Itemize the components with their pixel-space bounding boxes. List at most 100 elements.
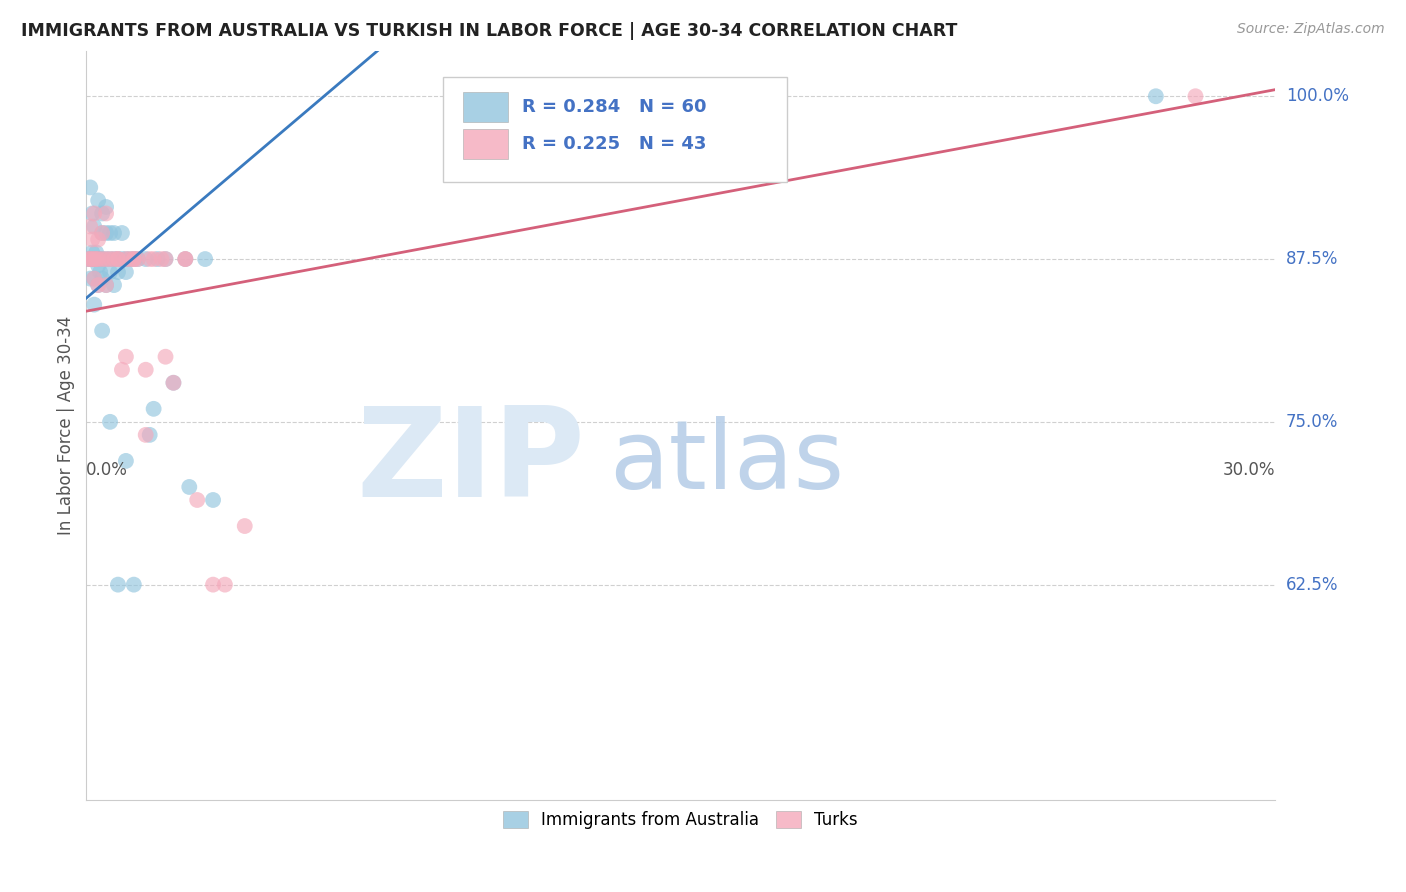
Text: 0.0%: 0.0% — [86, 461, 128, 479]
Immigrants from Australia — [1144, 89, 1167, 103]
Immigrants from Australia — [84, 252, 107, 266]
Immigrants from Australia — [135, 252, 157, 266]
Text: 30.0%: 30.0% — [1222, 461, 1275, 479]
Turks — [107, 252, 129, 266]
Turks — [174, 252, 197, 266]
FancyBboxPatch shape — [463, 129, 508, 160]
Immigrants from Australia — [162, 376, 184, 390]
Immigrants from Australia — [82, 252, 104, 266]
Immigrants from Australia — [155, 252, 177, 266]
Immigrants from Australia — [84, 245, 107, 260]
Turks — [87, 252, 110, 266]
Turks — [122, 252, 145, 266]
Turks — [186, 493, 208, 508]
Immigrants from Australia — [83, 252, 105, 266]
Immigrants from Australia — [91, 324, 114, 338]
Immigrants from Australia — [87, 259, 110, 273]
Turks — [155, 350, 177, 364]
Immigrants from Australia — [83, 271, 105, 285]
Immigrants from Australia — [91, 271, 114, 285]
Turks — [82, 252, 104, 266]
Immigrants from Australia — [83, 298, 105, 312]
Immigrants from Australia — [138, 428, 160, 442]
Immigrants from Australia — [103, 252, 125, 266]
Immigrants from Australia — [202, 493, 225, 508]
Immigrants from Australia — [89, 265, 111, 279]
Immigrants from Australia — [115, 265, 138, 279]
Turks — [162, 376, 184, 390]
Immigrants from Australia — [146, 252, 169, 266]
Turks — [79, 252, 101, 266]
Immigrants from Australia — [91, 226, 114, 240]
Turks — [150, 252, 173, 266]
Turks — [233, 519, 256, 533]
Turks — [103, 252, 125, 266]
Immigrants from Australia — [87, 252, 110, 266]
Immigrants from Australia — [82, 245, 104, 260]
Immigrants from Australia — [127, 252, 149, 266]
Turks — [118, 252, 141, 266]
Text: 100.0%: 100.0% — [1286, 87, 1348, 105]
Immigrants from Australia — [103, 226, 125, 240]
Text: IMMIGRANTS FROM AUSTRALIA VS TURKISH IN LABOR FORCE | AGE 30-34 CORRELATION CHAR: IMMIGRANTS FROM AUSTRALIA VS TURKISH IN … — [21, 22, 957, 40]
Immigrants from Australia — [98, 265, 121, 279]
Turks — [94, 278, 117, 293]
Turks — [83, 252, 105, 266]
Immigrants from Australia — [115, 252, 138, 266]
Turks — [174, 252, 197, 266]
Turks — [135, 428, 157, 442]
Immigrants from Australia — [98, 415, 121, 429]
Text: R = 0.225   N = 43: R = 0.225 N = 43 — [523, 136, 707, 153]
Text: Source: ZipAtlas.com: Source: ZipAtlas.com — [1237, 22, 1385, 37]
Text: atlas: atlas — [609, 416, 845, 509]
Legend: Immigrants from Australia, Turks: Immigrants from Australia, Turks — [496, 805, 865, 836]
Immigrants from Australia — [122, 252, 145, 266]
Immigrants from Australia — [94, 226, 117, 240]
Immigrants from Australia — [89, 252, 111, 266]
Turks — [115, 350, 138, 364]
Turks — [115, 252, 138, 266]
Immigrants from Australia — [82, 206, 104, 220]
Immigrants from Australia — [91, 252, 114, 266]
Turks — [82, 233, 104, 247]
Text: 75.0%: 75.0% — [1286, 413, 1339, 431]
Immigrants from Australia — [79, 180, 101, 194]
Turks — [91, 252, 114, 266]
Text: ZIP: ZIP — [357, 402, 585, 523]
Immigrants from Australia — [94, 278, 117, 293]
Immigrants from Australia — [79, 271, 101, 285]
Immigrants from Australia — [98, 252, 121, 266]
Immigrants from Australia — [115, 454, 138, 468]
Turks — [155, 252, 177, 266]
Turks — [94, 252, 117, 266]
Turks — [83, 206, 105, 220]
Immigrants from Australia — [111, 226, 134, 240]
Immigrants from Australia — [122, 577, 145, 591]
Immigrants from Australia — [77, 252, 100, 266]
Immigrants from Australia — [83, 252, 105, 266]
Turks — [94, 206, 117, 220]
Turks — [127, 252, 149, 266]
Immigrants from Australia — [98, 226, 121, 240]
Immigrants from Australia — [111, 252, 134, 266]
Immigrants from Australia — [87, 278, 110, 293]
Turks — [83, 271, 105, 285]
Turks — [84, 252, 107, 266]
Immigrants from Australia — [142, 401, 165, 416]
Turks — [111, 363, 134, 377]
Immigrants from Australia — [94, 200, 117, 214]
Immigrants from Australia — [107, 252, 129, 266]
FancyBboxPatch shape — [463, 92, 508, 122]
Turks — [91, 226, 114, 240]
Turks — [77, 252, 100, 266]
Turks — [98, 252, 121, 266]
Immigrants from Australia — [107, 577, 129, 591]
Text: 87.5%: 87.5% — [1286, 250, 1339, 268]
Immigrants from Australia — [87, 194, 110, 208]
Immigrants from Australia — [79, 252, 101, 266]
Immigrants from Australia — [194, 252, 217, 266]
Turks — [122, 252, 145, 266]
Immigrants from Australia — [83, 219, 105, 234]
Turks — [135, 363, 157, 377]
Turks — [138, 252, 160, 266]
